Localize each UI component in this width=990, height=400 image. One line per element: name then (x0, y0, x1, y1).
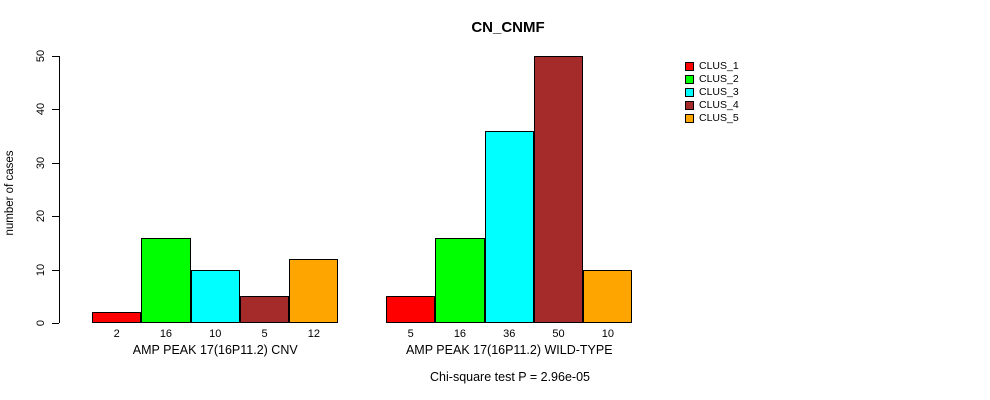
legend-label: CLUS_1 (699, 60, 739, 72)
legend-item-clus_3: CLUS_3 (685, 86, 739, 99)
y-tick (52, 323, 59, 324)
y-tick-label: 40 (35, 103, 47, 116)
legend-item-clus_4: CLUS_4 (685, 99, 739, 112)
y-tick-label: 30 (35, 156, 47, 169)
y-tick (52, 269, 59, 271)
bar-clus_1-group2 (386, 296, 436, 323)
legend: CLUS_1 CLUS_2 CLUS_3 CLUS_4 CLUS_5 (685, 60, 739, 125)
bar-value-label: 50 (552, 328, 565, 340)
bar-value-label: 12 (307, 328, 320, 340)
legend-label: CLUS_4 (699, 99, 739, 111)
legend-label: CLUS_2 (699, 73, 739, 85)
bar-value-label: 10 (601, 328, 614, 340)
bar-value-label: 10 (209, 328, 222, 340)
bar-clus_4-group2 (533, 56, 584, 323)
bar-value-label: 16 (453, 328, 467, 340)
legend-item-clus_5: CLUS_5 (685, 112, 739, 125)
legend-label: CLUS_5 (699, 112, 739, 124)
legend-label: CLUS_3 (699, 86, 739, 98)
y-tick (52, 56, 59, 57)
bar-value-label: 36 (503, 328, 516, 340)
legend-item-clus_1: CLUS_1 (685, 60, 739, 73)
chart-title: CN_CNMF (471, 19, 545, 36)
y-tick (52, 109, 59, 111)
y-axis (59, 56, 60, 323)
group-label: AMP PEAK 17(16P11.2) WILD-TYPE (405, 343, 613, 357)
bar-clus_5-group1 (289, 258, 339, 323)
legend-swatch-clus_4 (685, 101, 694, 110)
bar-value-label: 2 (113, 328, 120, 340)
bar-clus_3-group1 (190, 269, 240, 323)
chi-square-annotation: Chi-square test P = 2.96e-05 (430, 370, 590, 384)
bar-clus_2-group1 (141, 237, 191, 323)
legend-item-clus_2: CLUS_2 (685, 73, 739, 86)
bar-clus_2-group2 (435, 237, 485, 323)
y-tick (52, 162, 59, 164)
group-label: AMP PEAK 17(16P11.2) CNV (132, 343, 298, 357)
y-tick-label: 20 (35, 210, 47, 223)
bar-clus_1-group1 (92, 312, 142, 323)
y-tick-label: 10 (35, 263, 47, 276)
legend-swatch-clus_2 (685, 75, 694, 84)
bar-clus_4-group1 (239, 296, 290, 323)
legend-swatch-clus_5 (685, 114, 694, 123)
legend-swatch-clus_3 (685, 88, 694, 97)
y-tick (52, 216, 59, 218)
y-axis-label: number of cases (4, 150, 16, 236)
y-tick-label: 50 (35, 49, 47, 63)
bar-value-label: 5 (407, 328, 414, 340)
legend-swatch-clus_1 (685, 62, 694, 71)
bar-clus_5-group2 (583, 269, 633, 323)
bar-clus_3-group2 (484, 130, 534, 323)
bar-value-label: 16 (159, 328, 173, 340)
y-tick-label: 0 (35, 319, 47, 327)
bar-value-label: 5 (261, 328, 268, 340)
